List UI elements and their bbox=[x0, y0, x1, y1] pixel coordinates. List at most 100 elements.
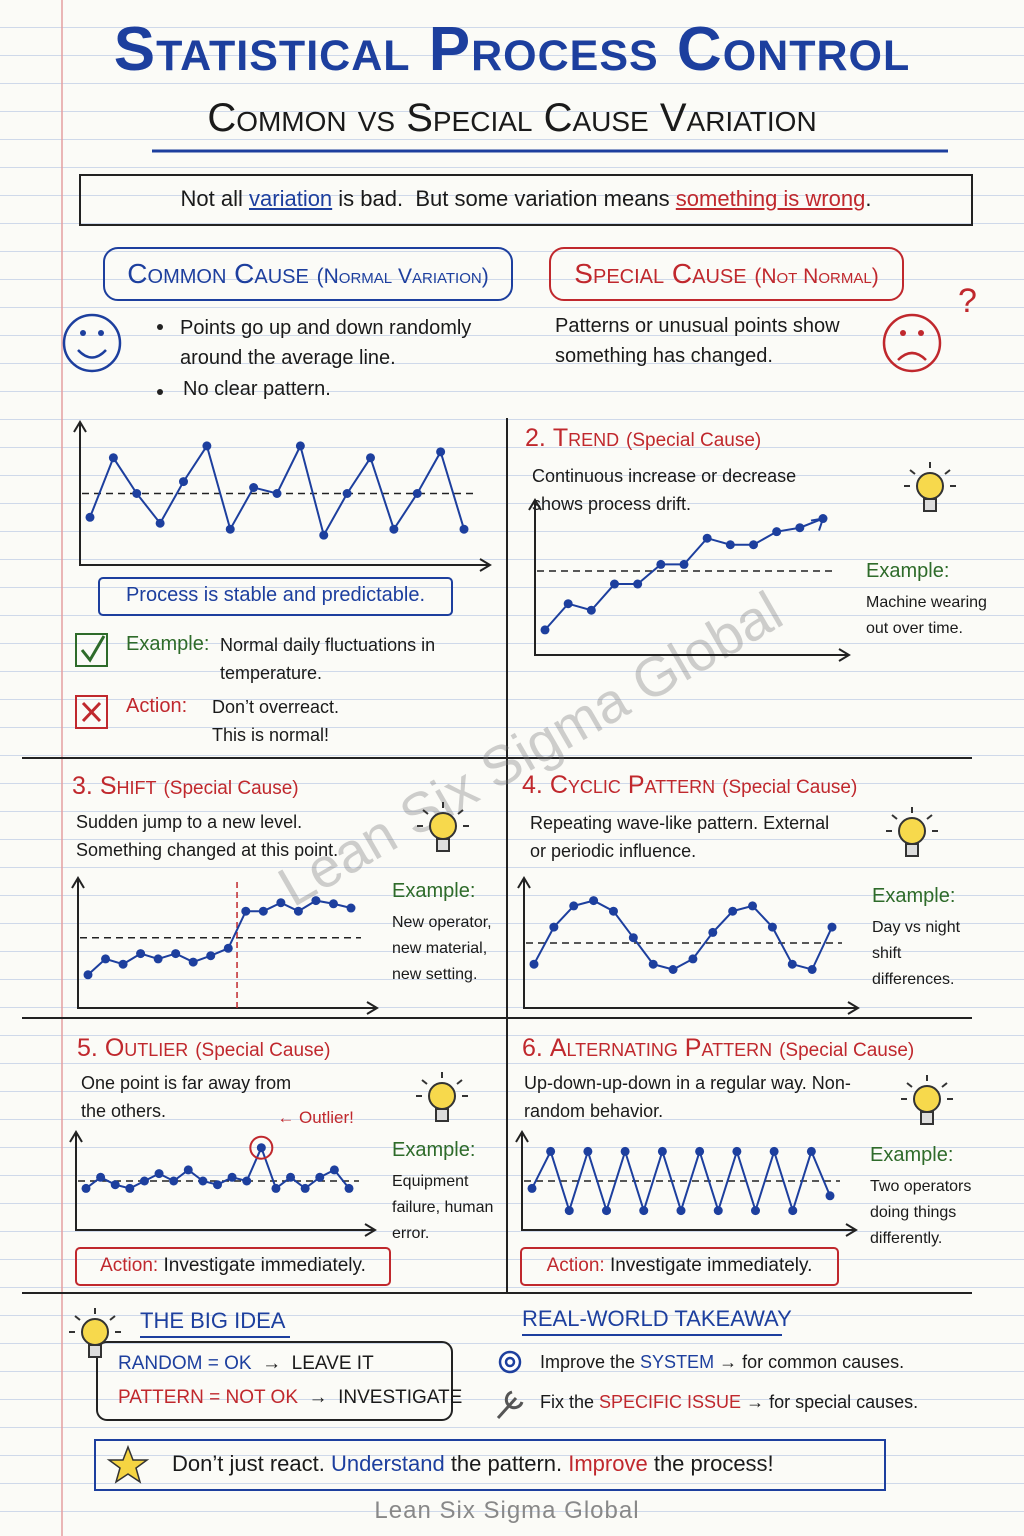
pattern-description: Sudden jump to a new level. Something ch… bbox=[76, 812, 339, 860]
data-point bbox=[328, 899, 338, 909]
data-point bbox=[315, 1172, 325, 1182]
example-label: Example: bbox=[126, 633, 210, 655]
data-point bbox=[676, 1206, 686, 1216]
data-point bbox=[795, 523, 805, 533]
action-label: Action: bbox=[546, 1255, 605, 1276]
example: Machine wearing out over time. bbox=[866, 594, 992, 637]
bulb-ray bbox=[941, 1082, 948, 1088]
caption: Process is stable and predictable. bbox=[125, 584, 426, 606]
data-point bbox=[806, 1146, 816, 1156]
data-point bbox=[732, 1146, 742, 1156]
pattern-title: 2. Trend (Special Cause) bbox=[525, 424, 761, 453]
data-point bbox=[169, 1176, 179, 1186]
note: (Normal Variation) bbox=[316, 265, 489, 288]
takeaway-title: REAL-WORLD TAKEAWAY bbox=[522, 1306, 792, 1331]
example: Day vs night shift differences. bbox=[872, 919, 965, 988]
data-point bbox=[295, 441, 305, 451]
action-box: Action: Investigate immediately. bbox=[76, 1255, 390, 1277]
title: Statistical Process Control bbox=[113, 15, 911, 84]
mini-chart bbox=[73, 420, 492, 572]
note: (Not Normal) bbox=[754, 265, 879, 288]
bulb-ray bbox=[944, 469, 951, 475]
data-point bbox=[549, 922, 559, 932]
action: Investigate immediately. bbox=[609, 1255, 813, 1276]
text-segment: → for special causes. bbox=[741, 1392, 919, 1412]
data-point bbox=[389, 524, 399, 534]
footer: Don’t just react. Understand the pattern… bbox=[172, 1451, 774, 1477]
pattern-description: Continuous increase or decrease shows pr… bbox=[532, 466, 802, 514]
text-segment: . bbox=[865, 186, 872, 211]
data-point bbox=[769, 1146, 779, 1156]
pattern-description: Repeating wave-like pattern. External or… bbox=[530, 813, 835, 861]
bulb-ray bbox=[109, 1315, 116, 1321]
data-point bbox=[702, 533, 712, 543]
bulb-base bbox=[905, 843, 919, 857]
text-segment: Improve the bbox=[540, 1352, 641, 1372]
takeaway-item: Fix the SPECIFIC ISSUE → for special cau… bbox=[540, 1392, 918, 1413]
bulb-glass bbox=[428, 1082, 456, 1110]
pattern-title: 4. Cyclic Pattern (Special Cause) bbox=[522, 771, 857, 800]
data-point bbox=[132, 489, 142, 498]
example: Equipment failure, human error. bbox=[392, 1173, 498, 1242]
bulb-icon bbox=[904, 462, 956, 512]
bulb-icon bbox=[69, 1308, 121, 1358]
pattern-number: 3. bbox=[72, 772, 93, 800]
data-point bbox=[546, 1146, 556, 1156]
data-point bbox=[155, 518, 165, 528]
pattern-number: 4. bbox=[522, 771, 543, 799]
bulb-icon bbox=[417, 802, 469, 852]
pattern-tag: (Special Cause) bbox=[195, 1040, 331, 1061]
special-text: Patterns or unusual points show somethin… bbox=[555, 315, 846, 367]
bulb-glass bbox=[429, 812, 457, 840]
data-point bbox=[342, 489, 352, 498]
example: Two operators doing things differently. bbox=[870, 1178, 976, 1247]
data-point bbox=[300, 1183, 310, 1193]
example: New operator, new material, new setting. bbox=[392, 914, 497, 983]
data-point bbox=[286, 1172, 296, 1182]
text-segment: → for common causes. bbox=[714, 1352, 905, 1372]
data-point bbox=[569, 901, 579, 911]
text-segment: PATTERN = NOT OK bbox=[118, 1387, 298, 1408]
data-point bbox=[183, 1165, 193, 1175]
big-idea-title: THE BIG IDEA bbox=[140, 1308, 286, 1333]
bulb-ray bbox=[456, 1079, 463, 1085]
bulb-icon bbox=[886, 807, 938, 857]
takeaway-item: Improve the SYSTEM → for common causes. bbox=[540, 1352, 904, 1373]
data-point bbox=[679, 559, 689, 569]
data-point bbox=[242, 1176, 252, 1186]
pattern-number: 6. bbox=[522, 1034, 543, 1062]
axes bbox=[517, 876, 860, 1015]
intro: Not all variation is bad. But some varia… bbox=[80, 186, 972, 212]
data-point bbox=[188, 957, 198, 967]
data-point bbox=[319, 530, 329, 540]
pattern-tag: (Special Cause) bbox=[779, 1040, 915, 1061]
data-point bbox=[695, 1146, 705, 1156]
data-point bbox=[179, 477, 188, 487]
text-segment: the pattern. bbox=[444, 1451, 569, 1476]
text-segment: variation bbox=[249, 186, 333, 211]
data-point bbox=[628, 933, 638, 943]
text-segment: the process! bbox=[647, 1451, 774, 1476]
mini-chart bbox=[69, 1130, 377, 1237]
big-idea-line: PATTERN = NOT OK → INVESTIGATE bbox=[118, 1387, 462, 1409]
data-point bbox=[620, 1146, 630, 1156]
text-segment: Improve bbox=[568, 1451, 648, 1476]
bulb-glass bbox=[916, 472, 944, 500]
data-point bbox=[825, 1191, 835, 1201]
example-label: Example: bbox=[866, 560, 950, 582]
text-segment: Don’t just react. bbox=[172, 1451, 331, 1476]
bulb-icon bbox=[416, 1072, 468, 1122]
data-point bbox=[206, 951, 216, 961]
data-point bbox=[827, 922, 837, 932]
pattern-name: Shift bbox=[99, 772, 157, 800]
svg-text:?: ? bbox=[958, 282, 977, 320]
text-segment: → LEAVE IT bbox=[251, 1353, 374, 1374]
pattern-name: Cyclic Pattern bbox=[549, 771, 716, 799]
bulb-ray bbox=[422, 809, 429, 815]
data-point bbox=[610, 579, 619, 589]
data-point bbox=[258, 906, 268, 916]
data-point bbox=[564, 1206, 574, 1216]
data-point bbox=[223, 943, 233, 953]
mini-chart bbox=[515, 1130, 858, 1237]
